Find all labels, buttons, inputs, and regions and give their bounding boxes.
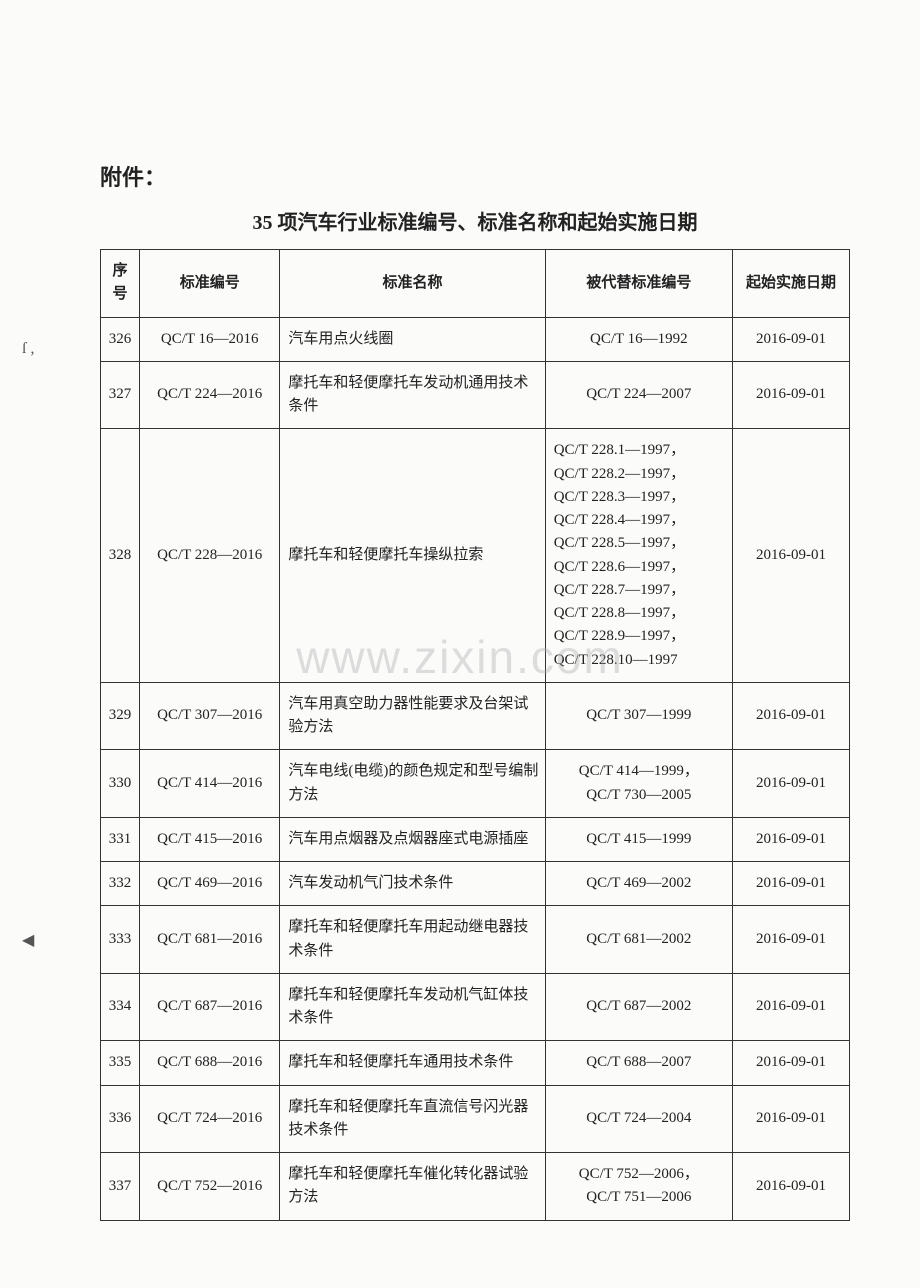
cell-replaced: QC/T 307—1999 xyxy=(545,682,732,750)
cell-seq: 336 xyxy=(101,1085,140,1153)
cell-replaced: QC/T 681—2002 xyxy=(545,906,732,974)
col-replaced: 被代替标准编号 xyxy=(545,250,732,318)
cell-code: QC/T 752—2016 xyxy=(139,1153,279,1221)
cell-date: 2016-09-01 xyxy=(732,429,849,683)
cell-name: 摩托车和轻便摩托车催化转化器试验方法 xyxy=(280,1153,545,1221)
cell-code: QC/T 307—2016 xyxy=(139,682,279,750)
cell-seq: 334 xyxy=(101,973,140,1041)
cell-seq: 330 xyxy=(101,750,140,818)
cell-seq: 329 xyxy=(101,682,140,750)
cell-date: 2016-09-01 xyxy=(732,817,849,861)
cell-seq: 331 xyxy=(101,817,140,861)
document-page: ſ , ◀ 附件： 35 项汽车行业标准编号、标准名称和起始实施日期 序号 标准… xyxy=(0,0,920,1288)
table-row: 333QC/T 681—2016摩托车和轻便摩托车用起动继电器技术条件QC/T … xyxy=(101,906,850,974)
cell-name: 摩托车和轻便摩托车通用技术条件 xyxy=(280,1041,545,1085)
cell-name: 汽车发动机气门技术条件 xyxy=(280,862,545,906)
cell-date: 2016-09-01 xyxy=(732,682,849,750)
cell-date: 2016-09-01 xyxy=(732,1153,849,1221)
col-name: 标准名称 xyxy=(280,250,545,318)
cell-replaced: QC/T 414—1999， QC/T 730—2005 xyxy=(545,750,732,818)
attachment-label: 附件： xyxy=(100,160,850,192)
cell-name: 摩托车和轻便摩托车直流信号闪光器技术条件 xyxy=(280,1085,545,1153)
standards-table: 序号 标准编号 标准名称 被代替标准编号 起始实施日期 326QC/T 16—2… xyxy=(100,249,850,1221)
cell-seq: 326 xyxy=(101,317,140,361)
cell-replaced: QC/T 724—2004 xyxy=(545,1085,732,1153)
cell-replaced: QC/T 688—2007 xyxy=(545,1041,732,1085)
cell-code: QC/T 415—2016 xyxy=(139,817,279,861)
col-code: 标准编号 xyxy=(139,250,279,318)
cell-date: 2016-09-01 xyxy=(732,1041,849,1085)
table-row: 328QC/T 228—2016摩托车和轻便摩托车操纵拉索QC/T 228.1—… xyxy=(101,429,850,683)
cell-code: QC/T 724—2016 xyxy=(139,1085,279,1153)
cell-replaced: QC/T 228.1—1997， QC/T 228.2—1997， QC/T 2… xyxy=(545,429,732,683)
cell-name: 摩托车和轻便摩托车操纵拉索 xyxy=(280,429,545,683)
table-body: 326QC/T 16—2016汽车用点火线圈QC/T 16—19922016-0… xyxy=(101,317,850,1220)
cell-date: 2016-09-01 xyxy=(732,906,849,974)
cell-date: 2016-09-01 xyxy=(732,862,849,906)
cell-name: 汽车电线(电缆)的颜色规定和型号编制方法 xyxy=(280,750,545,818)
cell-replaced: QC/T 752—2006， QC/T 751—2006 xyxy=(545,1153,732,1221)
cell-code: QC/T 687—2016 xyxy=(139,973,279,1041)
table-row: 329QC/T 307—2016汽车用真空助力器性能要求及台架试验方法QC/T … xyxy=(101,682,850,750)
margin-mark: ◀ xyxy=(22,930,34,950)
table-row: 336QC/T 724—2016摩托车和轻便摩托车直流信号闪光器技术条件QC/T… xyxy=(101,1085,850,1153)
table-row: 334QC/T 687—2016摩托车和轻便摩托车发动机气缸体技术条件QC/T … xyxy=(101,973,850,1041)
col-seq: 序号 xyxy=(101,250,140,318)
cell-seq: 333 xyxy=(101,906,140,974)
cell-code: QC/T 681—2016 xyxy=(139,906,279,974)
table-row: 337QC/T 752—2016摩托车和轻便摩托车催化转化器试验方法QC/T 7… xyxy=(101,1153,850,1221)
cell-seq: 328 xyxy=(101,429,140,683)
cell-code: QC/T 224—2016 xyxy=(139,361,279,429)
table-header-row: 序号 标准编号 标准名称 被代替标准编号 起始实施日期 xyxy=(101,250,850,318)
cell-date: 2016-09-01 xyxy=(732,361,849,429)
margin-mark: ſ , xyxy=(22,340,34,358)
cell-date: 2016-09-01 xyxy=(732,750,849,818)
table-row: 330QC/T 414—2016汽车电线(电缆)的颜色规定和型号编制方法QC/T… xyxy=(101,750,850,818)
cell-name: 摩托车和轻便摩托车发动机通用技术条件 xyxy=(280,361,545,429)
cell-code: QC/T 228—2016 xyxy=(139,429,279,683)
cell-replaced: QC/T 16—1992 xyxy=(545,317,732,361)
table-row: 335QC/T 688—2016摩托车和轻便摩托车通用技术条件QC/T 688—… xyxy=(101,1041,850,1085)
cell-replaced: QC/T 687—2002 xyxy=(545,973,732,1041)
cell-name: 汽车用点烟器及点烟器座式电源插座 xyxy=(280,817,545,861)
cell-name: 摩托车和轻便摩托车发动机气缸体技术条件 xyxy=(280,973,545,1041)
table-row: 327QC/T 224—2016摩托车和轻便摩托车发动机通用技术条件QC/T 2… xyxy=(101,361,850,429)
cell-code: QC/T 414—2016 xyxy=(139,750,279,818)
cell-name: 汽车用点火线圈 xyxy=(280,317,545,361)
cell-code: QC/T 16—2016 xyxy=(139,317,279,361)
cell-replaced: QC/T 224—2007 xyxy=(545,361,732,429)
cell-seq: 332 xyxy=(101,862,140,906)
cell-seq: 335 xyxy=(101,1041,140,1085)
cell-seq: 337 xyxy=(101,1153,140,1221)
cell-name: 汽车用真空助力器性能要求及台架试验方法 xyxy=(280,682,545,750)
table-row: 332QC/T 469—2016汽车发动机气门技术条件QC/T 469—2002… xyxy=(101,862,850,906)
cell-date: 2016-09-01 xyxy=(732,973,849,1041)
table-row: 331QC/T 415—2016汽车用点烟器及点烟器座式电源插座QC/T 415… xyxy=(101,817,850,861)
col-date: 起始实施日期 xyxy=(732,250,849,318)
cell-name: 摩托车和轻便摩托车用起动继电器技术条件 xyxy=(280,906,545,974)
table-row: 326QC/T 16—2016汽车用点火线圈QC/T 16—19922016-0… xyxy=(101,317,850,361)
cell-code: QC/T 469—2016 xyxy=(139,862,279,906)
page-title: 35 项汽车行业标准编号、标准名称和起始实施日期 xyxy=(100,206,850,235)
cell-replaced: QC/T 415—1999 xyxy=(545,817,732,861)
cell-date: 2016-09-01 xyxy=(732,317,849,361)
cell-code: QC/T 688—2016 xyxy=(139,1041,279,1085)
cell-date: 2016-09-01 xyxy=(732,1085,849,1153)
cell-seq: 327 xyxy=(101,361,140,429)
cell-replaced: QC/T 469—2002 xyxy=(545,862,732,906)
